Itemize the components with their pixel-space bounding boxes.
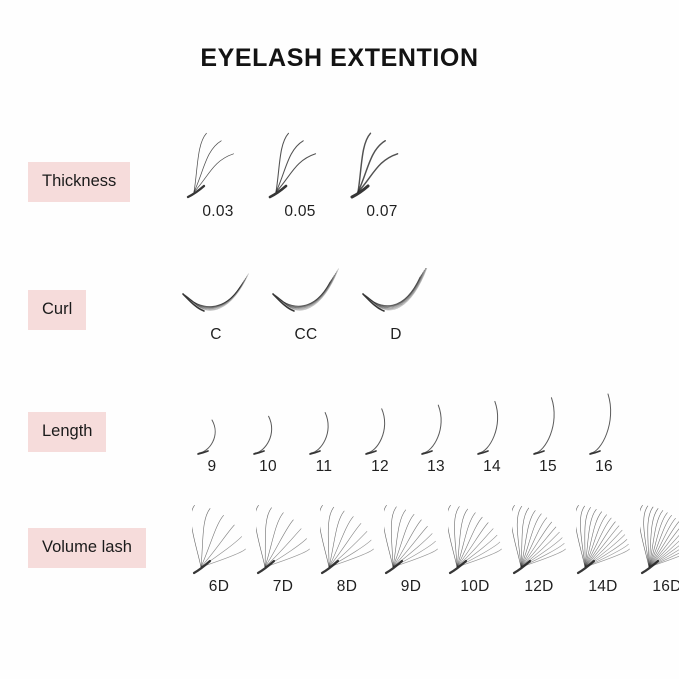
volume-fan-icon (512, 505, 566, 575)
volume-value: 10D (460, 578, 490, 595)
single-lash-icon (421, 404, 442, 455)
single-lash-icon (365, 408, 386, 455)
single-lash-icon (477, 400, 499, 455)
section-label-thickness: Thickness (28, 162, 131, 202)
lash-fan-icon (186, 132, 234, 199)
length-item[interactable]: 13 (420, 385, 452, 476)
thickness-value: 0.07 (366, 203, 398, 220)
section-label-length: Length (28, 412, 107, 452)
lash-fan-icon (268, 132, 317, 199)
section-label-curl: Curl (28, 290, 87, 330)
thickness-item[interactable]: 0.05 (268, 128, 332, 221)
page-title: EYELASH EXTENTION (200, 44, 479, 72)
curl-value: C (210, 326, 222, 343)
volume-value: 14D (588, 578, 618, 595)
section-label-volume-lash: Volume lash (28, 528, 146, 568)
length-value: 14 (483, 458, 501, 475)
volume-value: 16D (652, 578, 679, 595)
lash-curl-icon (272, 268, 339, 312)
length-item[interactable]: 14 (476, 385, 508, 476)
volume-value: 8D (336, 578, 358, 595)
volume-item[interactable]: 6D (192, 500, 246, 596)
single-lash-icon (533, 397, 555, 455)
volume-fan-icon (192, 505, 246, 575)
length-value: 9 (207, 458, 217, 475)
volume-item[interactable]: 14D (576, 500, 630, 596)
single-lash-icon (197, 419, 216, 455)
volume-value: 12D (524, 578, 554, 595)
volume-fan-icon (320, 505, 374, 575)
section-length: Length 9 10 11 12 13 (0, 385, 679, 480)
length-item[interactable]: 12 (364, 385, 396, 476)
length-item[interactable]: 16 (588, 385, 620, 476)
curl-value: CC (294, 326, 318, 343)
lash-fan-icon (350, 132, 399, 199)
length-value: 16 (595, 458, 613, 475)
volume-value: 6D (208, 578, 230, 595)
volume-fan-icon (448, 505, 502, 575)
thickness-item-list: 0.03 0.05 0.07 (186, 128, 414, 221)
volume-fan-icon (640, 505, 679, 575)
length-item[interactable]: 10 (252, 385, 284, 476)
curl-item[interactable]: D (360, 268, 432, 344)
length-value: 11 (315, 458, 333, 475)
thickness-item[interactable]: 0.03 (186, 128, 250, 221)
single-lash-icon (589, 393, 612, 455)
volume-item-list: 6D 7D 8D 9D 10D 12D (192, 500, 679, 596)
length-value: 15 (539, 458, 557, 475)
length-value: 12 (371, 458, 389, 475)
length-item-list: 9 10 11 12 13 14 (196, 385, 620, 476)
section-thickness: Thickness 0.03 0.05 0.07 (0, 120, 679, 240)
length-item[interactable]: 9 (196, 385, 228, 476)
thickness-item[interactable]: 0.07 (350, 128, 414, 221)
volume-value: 7D (272, 578, 294, 595)
volume-item[interactable]: 16D (640, 500, 679, 596)
volume-item[interactable]: 12D (512, 500, 566, 596)
single-lash-icon (253, 415, 273, 455)
curl-item[interactable]: CC (270, 268, 342, 344)
length-item[interactable]: 15 (532, 385, 564, 476)
length-value: 13 (427, 458, 445, 475)
volume-value: 9D (400, 578, 422, 595)
volume-fan-icon (256, 505, 310, 575)
volume-item[interactable]: 8D (320, 500, 374, 596)
volume-item[interactable]: 7D (256, 500, 310, 596)
volume-fan-icon (576, 505, 630, 575)
curl-item-list: C CC D (180, 268, 432, 344)
thickness-value: 0.05 (284, 203, 316, 220)
lash-curl-icon (362, 268, 428, 312)
volume-item[interactable]: 10D (448, 500, 502, 596)
curl-value: D (390, 326, 402, 343)
length-value: 10 (259, 458, 277, 475)
volume-item[interactable]: 9D (384, 500, 438, 596)
section-volume-lash: Volume lash 6D 7D 8D 9D 10D (0, 500, 679, 610)
section-curl: Curl C CC D (0, 268, 679, 368)
thickness-value: 0.03 (202, 203, 234, 220)
lash-curl-icon (182, 273, 249, 312)
curl-item[interactable]: C (180, 268, 252, 344)
volume-fan-icon (384, 505, 438, 575)
length-item[interactable]: 11 (308, 385, 340, 476)
single-lash-icon (309, 412, 329, 455)
